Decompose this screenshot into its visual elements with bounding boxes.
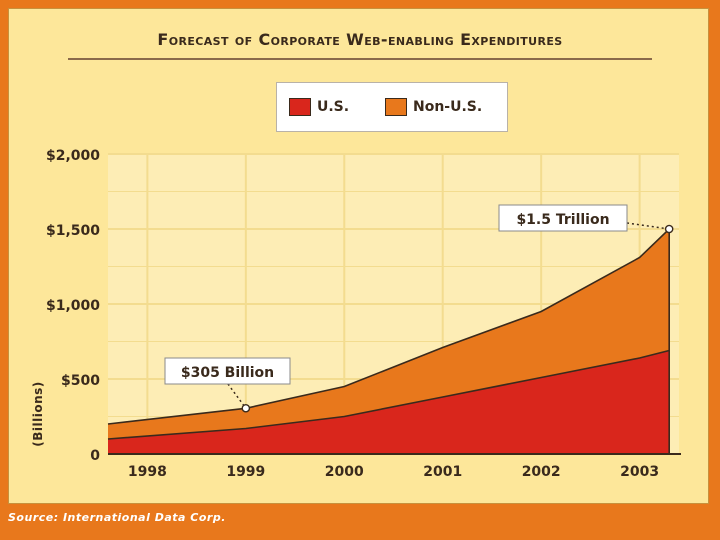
y-axis-ticks: 0 $500 $1,000 $1,500 $2,000 bbox=[46, 148, 100, 464]
line-series-us bbox=[107, 349, 670, 440]
annotation-marker-305 bbox=[241, 403, 251, 413]
x-tick-label: 2000 bbox=[325, 464, 364, 480]
annotation-box-trillion bbox=[498, 204, 628, 232]
annotation-label-trillion: $1.5 Trillion bbox=[516, 212, 609, 228]
source-note: Source: International Data Corp. bbox=[8, 511, 226, 524]
legend-swatch-us bbox=[289, 98, 311, 116]
legend-item-us: U.S. bbox=[289, 98, 349, 116]
area-series-us bbox=[108, 350, 670, 454]
x-axis-ticks: 1998 1999 2000 2001 2002 2003 bbox=[128, 464, 659, 480]
x-tick-label: 1998 bbox=[128, 464, 167, 480]
annotations: $305 Billion $1.5 Trillion bbox=[164, 204, 674, 413]
y-tick-label: $1,500 bbox=[46, 223, 100, 239]
annotation-leader-trillion bbox=[626, 222, 670, 230]
annotation-leader-305 bbox=[227, 383, 247, 409]
y-tick-label: $1,000 bbox=[46, 298, 100, 314]
y-tick-label: $2,000 bbox=[46, 148, 100, 164]
annotation-box-305 bbox=[164, 357, 291, 385]
x-tick-label: 2001 bbox=[423, 464, 462, 480]
y-tick-label: $500 bbox=[61, 373, 100, 389]
x-tick-label: 2003 bbox=[620, 464, 659, 480]
line-series-total bbox=[107, 227, 670, 454]
title-underline bbox=[68, 58, 652, 60]
legend-swatch-non-us bbox=[385, 98, 407, 116]
y-tick-label: 0 bbox=[90, 448, 100, 464]
x-tick-label: 1999 bbox=[226, 464, 265, 480]
y-axis-label: (Billions) bbox=[31, 381, 45, 447]
annotation-label-305: $305 Billion bbox=[181, 365, 274, 381]
chart-title: Forecast of Corporate Web-enabling Expen… bbox=[157, 30, 563, 49]
annotation-marker-trillion bbox=[664, 224, 674, 234]
legend-label-us: U.S. bbox=[317, 99, 350, 115]
x-tick-label: 2002 bbox=[522, 464, 561, 480]
legend: U.S. Non-U.S. bbox=[276, 82, 508, 132]
legend-label-non-us: Non-U.S. bbox=[413, 99, 483, 115]
legend-item-non-us: Non-U.S. bbox=[385, 98, 482, 116]
